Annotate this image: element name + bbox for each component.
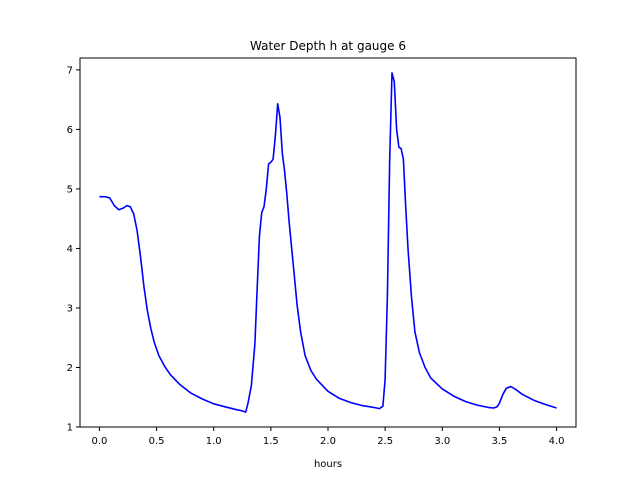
series-line-water-depth bbox=[99, 72, 557, 413]
y-tick-label: 5 bbox=[67, 184, 73, 195]
x-tick-label: 4.0 bbox=[549, 436, 565, 447]
y-tick-label: 6 bbox=[67, 125, 73, 136]
x-tick-label: 1.5 bbox=[263, 436, 279, 447]
x-axis: 0.0 0.5 1.0 1.5 2.0 2.5 3.0 3.5 4.0 bbox=[91, 427, 565, 447]
chart-title: Water Depth h at gauge 6 bbox=[250, 39, 406, 53]
x-tick-label: 2.0 bbox=[320, 436, 336, 447]
y-tick-label: 7 bbox=[67, 65, 73, 76]
x-tick-label: 0.5 bbox=[149, 436, 165, 447]
x-tick-label: 1.0 bbox=[206, 436, 222, 447]
plot-frame bbox=[79, 57, 577, 428]
y-tick-label: 1 bbox=[67, 423, 73, 434]
x-axis-label: hours bbox=[314, 459, 342, 470]
y-axis: 1 2 3 4 5 6 7 bbox=[67, 65, 80, 434]
x-tick-label: 3.5 bbox=[491, 436, 507, 447]
x-tick-label: 2.5 bbox=[377, 436, 393, 447]
x-tick-label: 3.0 bbox=[434, 436, 450, 447]
y-tick-label: 3 bbox=[67, 303, 73, 314]
plot-area bbox=[99, 72, 557, 413]
x-tick-label: 0.0 bbox=[91, 436, 107, 447]
y-tick-label: 4 bbox=[67, 244, 73, 255]
y-tick-label: 2 bbox=[67, 363, 73, 374]
